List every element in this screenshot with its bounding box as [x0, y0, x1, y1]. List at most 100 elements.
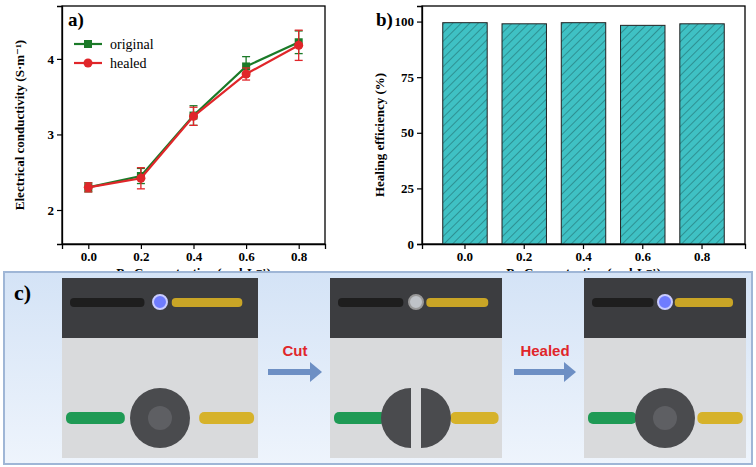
legend: originalhealed — [74, 37, 154, 71]
arrow-label: Cut — [283, 342, 308, 359]
clip-yellow — [172, 298, 243, 307]
tick-mark — [57, 59, 62, 60]
error-bar-cap — [190, 105, 198, 106]
led — [409, 295, 423, 309]
bar — [561, 23, 605, 244]
tick: 0.6 — [238, 244, 255, 264]
legend-marker — [84, 59, 93, 68]
tick-mark — [417, 133, 422, 134]
bar — [502, 24, 546, 244]
tick: 0.8 — [291, 244, 308, 264]
tick-label: 0.6 — [635, 249, 652, 264]
tick-mark — [417, 244, 422, 245]
photo-background — [62, 278, 258, 458]
panel-frame — [4, 272, 752, 464]
clip-yellow — [426, 298, 488, 307]
photo-shadow — [330, 278, 502, 338]
tick: 0.6 — [635, 244, 652, 264]
tick-label: 2 — [48, 203, 55, 218]
sample-half — [381, 388, 411, 448]
error-bar — [84, 183, 92, 192]
error-bar — [137, 168, 145, 189]
bar — [443, 23, 487, 244]
tick: 0.0 — [81, 244, 97, 264]
y-axis-title: Healing efficiency (%) — [372, 73, 387, 197]
error-bar-cap — [295, 30, 303, 31]
axis: 2 3 4 — [48, 7, 63, 245]
error-bar-cap — [242, 79, 250, 80]
error-bar-cap — [295, 60, 303, 61]
clip-green — [334, 412, 386, 424]
tick: 0 — [408, 237, 423, 252]
clip-yellow-bottom — [450, 412, 498, 424]
tick-label: 50 — [401, 125, 414, 140]
tick-label: 4 — [48, 52, 55, 67]
panel-b: 0.00.20.40.60.80255075100b)Py Concentrat… — [372, 6, 746, 280]
error-bar-cap — [190, 107, 198, 108]
sample — [130, 388, 190, 448]
panel-label: b) — [376, 9, 393, 31]
marker — [242, 70, 251, 79]
photo-shadow — [584, 278, 746, 338]
clip-yellow — [675, 298, 733, 307]
arrow-head — [310, 362, 322, 382]
error-bar — [295, 30, 303, 60]
arrow-shaft — [514, 369, 566, 375]
sample — [635, 388, 695, 448]
arrow: Healed — [514, 342, 576, 382]
error-bar-cap — [137, 167, 145, 168]
marker — [189, 112, 198, 121]
error-bar-cap — [190, 125, 198, 126]
plot-frame — [62, 6, 325, 244]
tick-label: 0.0 — [81, 249, 97, 264]
series-line — [88, 45, 298, 187]
marker — [294, 41, 303, 50]
tick: 100 — [395, 14, 423, 29]
tick-label: 0.2 — [133, 249, 149, 264]
tick: 50 — [401, 125, 422, 140]
tick: 0.2 — [133, 244, 149, 264]
clip-yellow-bottom — [697, 412, 742, 424]
tick: 2 — [48, 203, 63, 218]
clip-black — [592, 298, 654, 307]
error-bar-cap — [242, 67, 250, 68]
axis-line — [417, 7, 423, 245]
axis-line — [57, 7, 63, 245]
bar — [621, 25, 665, 244]
marker — [84, 183, 93, 192]
sample-half — [421, 388, 451, 448]
tick: 0.4 — [186, 244, 203, 264]
tick-mark — [57, 134, 62, 135]
arrow-label: Healed — [520, 342, 569, 359]
arrow-head — [564, 362, 576, 382]
panel-label: c) — [14, 280, 31, 305]
tick: 0.0 — [457, 244, 473, 264]
figure: 0.00.20.40.60.8234originalhealeda)Py Con… — [0, 0, 756, 467]
tick: 4 — [48, 52, 63, 67]
tick-label: 0.2 — [516, 249, 532, 264]
plot-area — [443, 23, 725, 244]
panel-label: a) — [68, 9, 84, 31]
marker — [84, 183, 92, 191]
clip-black — [338, 298, 403, 307]
tick: 25 — [401, 181, 422, 196]
tick-mark — [57, 210, 62, 211]
tick-label: 0 — [408, 237, 415, 252]
tick: 0.8 — [694, 244, 711, 264]
axis: 0.00.20.40.60.8 — [423, 244, 746, 264]
photo — [584, 278, 746, 458]
tick-label: 0.4 — [186, 249, 203, 264]
legend-item: original — [74, 37, 154, 52]
legend-label: original — [110, 37, 154, 52]
axis: 0.0 0.2 0.4 0.6 0.8 — [63, 244, 326, 264]
tick-mark — [417, 21, 422, 22]
led — [153, 295, 167, 309]
photo-shadow — [62, 278, 258, 338]
tick-label: 0.0 — [457, 249, 473, 264]
tick-label: 100 — [395, 14, 415, 29]
error-bar — [242, 68, 250, 80]
tick-label: 3 — [48, 127, 55, 142]
tick-label: 25 — [401, 181, 415, 196]
error-bar — [190, 106, 198, 126]
sample-center — [653, 406, 677, 430]
